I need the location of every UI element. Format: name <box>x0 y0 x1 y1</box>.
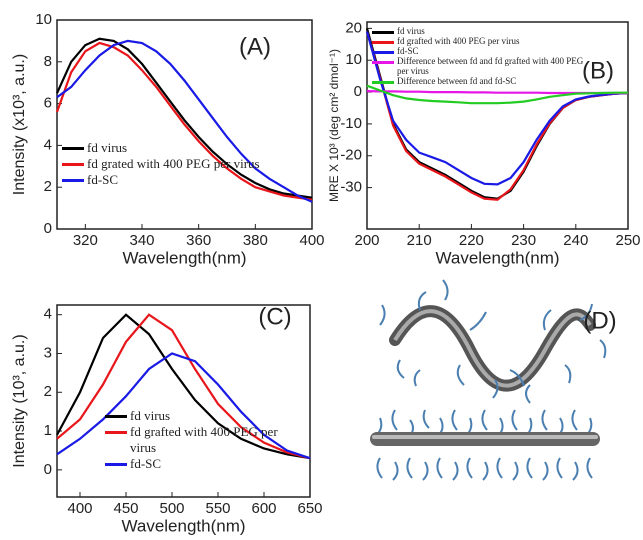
legend-label: fd virus <box>130 408 171 423</box>
legend: fd virus fd grafted with 400 PEG per viru… <box>372 26 587 86</box>
data-line <box>365 31 629 186</box>
legend: fd virus fd grafted with 400 PEG per viru… <box>105 408 290 472</box>
legend-swatch <box>372 40 394 44</box>
x-tick-label: 340 <box>129 232 154 249</box>
legend-label: fd-SC <box>130 456 162 471</box>
legend-label: fd grafted with 400 PEG per virus <box>397 36 520 46</box>
data-line <box>56 313 311 460</box>
y-tick-label: 0 <box>44 461 52 478</box>
panel-label: (B) <box>582 57 614 84</box>
y-tick-label: 6 <box>44 95 52 112</box>
x-tick-label: 650 <box>297 500 322 517</box>
data-line <box>55 41 313 201</box>
legend-entry: Difference between fd and fd grafted wit… <box>372 56 587 76</box>
legend-entry: fd-SC <box>372 46 587 56</box>
data-line <box>56 39 313 203</box>
legend-swatch <box>62 163 84 167</box>
y-tick-label: 2 <box>44 178 52 195</box>
legend-swatch <box>62 147 84 151</box>
plot-frame <box>366 21 629 230</box>
x-axis-label: Wavelength(nm) <box>121 516 245 535</box>
legend-entry: fd-SC <box>62 172 260 188</box>
x-tick-label: 200 <box>354 232 379 249</box>
y-tick-label: 4 <box>44 306 52 323</box>
y-axis-label: Intensity (10³, a.u.) <box>11 334 28 467</box>
y-tick-label: 20 <box>345 19 362 36</box>
plot-frame <box>56 19 313 230</box>
y-tick-label: -10 <box>340 115 362 132</box>
y-tick-label: -30 <box>340 179 362 196</box>
legend-label: fd-SC <box>397 46 419 56</box>
x-tick-label: 230 <box>511 232 536 249</box>
legend-label: fd grated with 400 PEG per virus <box>87 156 260 171</box>
plot-frame <box>56 304 311 498</box>
legend-swatch <box>105 463 127 467</box>
y-tick-label: 10 <box>35 11 52 28</box>
y-tick-label: 1 <box>44 422 52 439</box>
legend-swatch <box>372 60 394 64</box>
legend-entry: fd virus <box>105 408 290 424</box>
legend-entry: fd grafted with 400 PEG per virus <box>372 36 587 46</box>
y-tick-label: 0 <box>354 83 362 100</box>
legend-swatch <box>105 415 127 419</box>
panel-label: (D) <box>583 307 616 334</box>
x-tick-label: 220 <box>459 232 484 249</box>
legend-label: Difference between fd and fd-SC <box>397 76 517 86</box>
y-tick-label: 8 <box>44 53 52 70</box>
x-axis-label: Wavelength(nm) <box>435 248 559 267</box>
x-axis-label: Wavelength(nm) <box>122 248 246 267</box>
legend-entry: fd grated with 400 PEG per virus <box>62 156 260 172</box>
data-line <box>56 313 311 460</box>
y-tick-label: 4 <box>44 136 52 153</box>
panel-label: (C) <box>258 303 291 330</box>
y-axis-label: Intensity (x10³, a.u.) <box>11 54 28 195</box>
x-tick-label: 250 <box>615 232 640 249</box>
data-line <box>56 352 311 460</box>
legend-swatch <box>372 80 394 84</box>
panel-label: (A) <box>239 33 271 60</box>
legend-entry: fd virus <box>372 26 587 36</box>
x-tick-label: 600 <box>251 500 276 517</box>
legend-swatch <box>372 30 394 34</box>
y-tick-label: -20 <box>340 147 362 164</box>
legend-label: fd-SC <box>87 172 119 187</box>
legend-label: fd virus <box>87 140 128 155</box>
legend: fd virus fd grated with 400 PEG per virus… <box>62 140 260 188</box>
y-tick-label: 10 <box>345 51 362 68</box>
data-line <box>366 84 628 105</box>
legend-entry: fd-SC <box>105 456 290 472</box>
x-tick-label: 380 <box>243 232 268 249</box>
x-tick-label: 320 <box>73 232 98 249</box>
y-axis-label: MRE X 10³ (deg cm² dmol⁻¹) <box>327 49 341 202</box>
x-tick-label: 450 <box>113 500 138 517</box>
x-tick-label: 240 <box>563 232 588 249</box>
x-tick-label: 500 <box>159 500 184 517</box>
legend-swatch <box>372 50 394 54</box>
legend-entry: Difference between fd and fd-SC <box>372 76 587 86</box>
x-tick-label: 400 <box>67 500 92 517</box>
y-tick-label: 3 <box>44 344 52 361</box>
legend-label: Difference between fd and fd grafted wit… <box>397 56 584 76</box>
legend-swatch <box>62 179 84 183</box>
x-tick-label: 210 <box>407 232 432 249</box>
x-tick-label: 400 <box>299 232 324 249</box>
helix-illustration <box>370 279 607 481</box>
x-tick-label: 550 <box>205 500 230 517</box>
y-tick-label: 2 <box>44 383 52 400</box>
legend-entry: fd virus <box>62 140 260 156</box>
legend-entry: fd grafted with 400 PEG per virus <box>105 424 290 456</box>
legend-label: fd virus <box>397 26 425 36</box>
legend-label: fd grafted with 400 PEG per virus <box>130 424 278 455</box>
data-line <box>55 37 313 199</box>
y-tick-label: 0 <box>44 220 52 237</box>
legend-swatch <box>105 431 127 435</box>
x-tick-label: 360 <box>186 232 211 249</box>
